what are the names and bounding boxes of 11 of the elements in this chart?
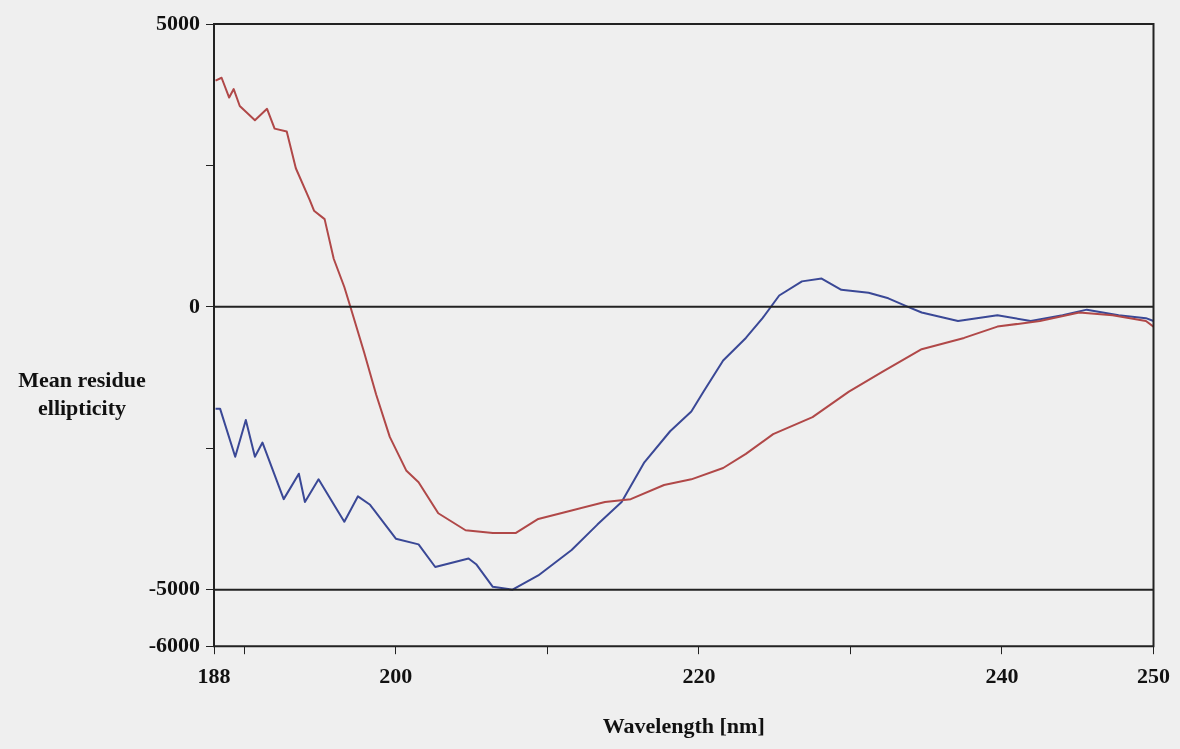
y-tick-label: 5000 — [156, 9, 200, 35]
y-axis-title: Mean residue ellipticity — [18, 366, 146, 420]
y-tick-label: -5000 — [148, 575, 200, 601]
x-tick-label: 188 — [197, 663, 231, 689]
y-tick-label: 0 — [189, 292, 200, 318]
x-axis-title: Wavelength [nm] — [602, 713, 765, 739]
x-tick-label: 240 — [985, 663, 1019, 689]
x-tick-label: 200 — [379, 663, 413, 689]
y-tick-label: -6000 — [148, 631, 200, 657]
x-tick-label: 220 — [682, 663, 716, 689]
x-tick-label: 250 — [1137, 663, 1170, 689]
